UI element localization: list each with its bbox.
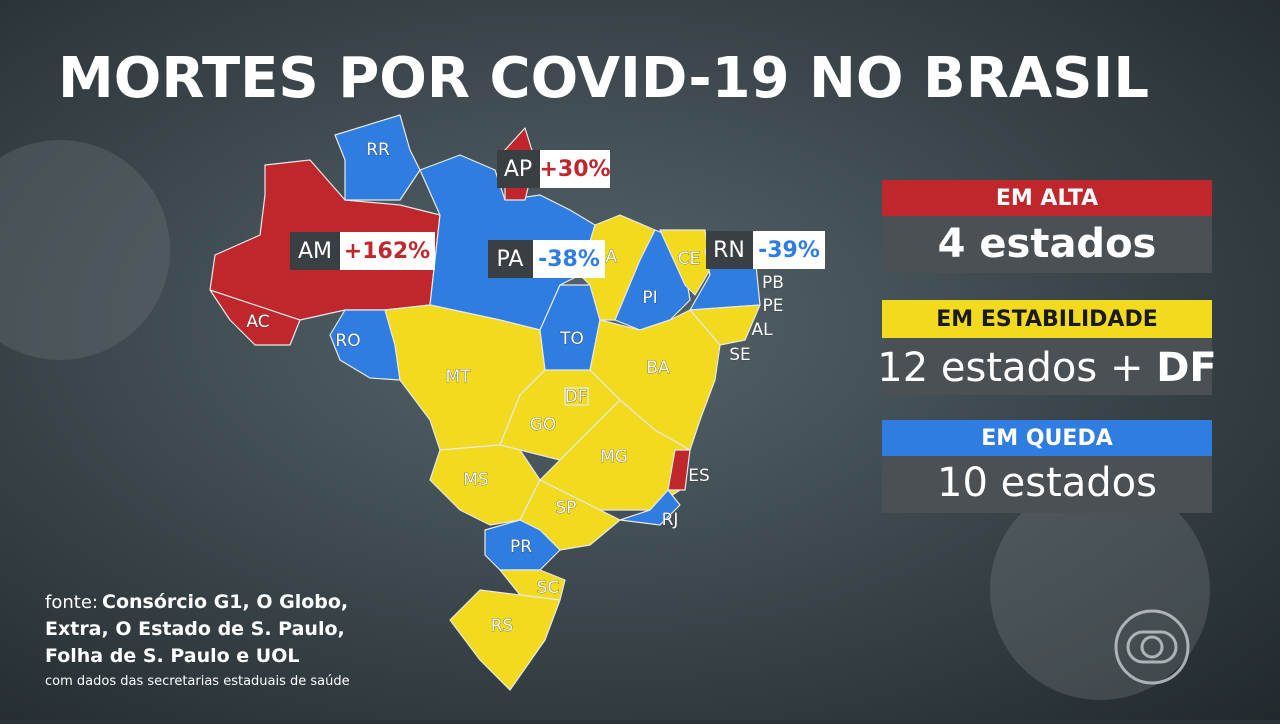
state-es: [667, 449, 691, 491]
state-ce: [659, 229, 711, 296]
legend-header: [882, 300, 1212, 338]
callout-state: AP: [504, 157, 532, 182]
legend-count-text: 10 estados: [937, 460, 1157, 506]
source-note: com dados das secretarias estaduais de s…: [45, 674, 350, 689]
state-label: MS: [463, 470, 488, 490]
legend-label: EM ALTA: [996, 186, 1098, 211]
state-label: TO: [559, 329, 584, 349]
state-rj: [619, 489, 681, 526]
legend-count: 10 estados: [937, 460, 1157, 506]
state-label: MG: [600, 447, 628, 467]
state-label: PE: [763, 296, 784, 316]
callout-change: -39%: [758, 238, 820, 263]
callouts: AM +162% AP +30% PA -38% RN -39%: [290, 150, 825, 278]
callout-state: AM: [298, 239, 332, 264]
state-label: PR: [510, 537, 532, 557]
callout-box: [488, 240, 533, 278]
virus-decoration: [0, 140, 170, 360]
broadcaster-logo: [1114, 609, 1190, 685]
state-label: SC: [537, 578, 560, 598]
virus-decoration: [990, 480, 1210, 700]
legend-count-extra: DF: [1156, 345, 1217, 391]
state-label: PI: [642, 288, 657, 308]
callout-box: [706, 231, 753, 269]
state-label: RR: [366, 140, 390, 160]
state-df: [564, 387, 589, 406]
state-label: CE: [678, 249, 701, 269]
callout-box: [340, 232, 435, 270]
callout-box: [753, 231, 825, 269]
state-label: AL: [751, 320, 773, 340]
callout-state: PA: [497, 247, 524, 272]
title: MORTES POR COVID-19 NO BRASIL: [58, 46, 1149, 111]
legend: EM ALTA 4 estados EM ESTABILIDADE 12 est…: [877, 180, 1217, 513]
legend-count: 12 estados + DF: [877, 345, 1216, 391]
legend-count-text: 12 estados +: [877, 345, 1143, 391]
state-rr: [334, 114, 421, 201]
legend-count: 4 estados: [938, 221, 1157, 267]
legend-count-box: [882, 216, 1212, 273]
state-label: GO: [530, 415, 557, 435]
state-label: BA: [646, 358, 670, 378]
callout-box: [497, 150, 540, 188]
state-label: RJ: [662, 510, 679, 530]
state-labels: RR AC RO MT TO MA PI CE PB PE AL SE BA D…: [246, 140, 784, 637]
source: fonte: Consórcio G1, O Globo, Extra, O E…: [45, 591, 350, 689]
legend-header: [882, 180, 1212, 216]
callout-change: -38%: [538, 247, 600, 272]
callout-change: +30%: [539, 157, 610, 182]
state-rs: [449, 589, 561, 691]
state-label: MT: [445, 367, 471, 387]
legend-count-box: [882, 338, 1212, 395]
state-label: RO: [335, 331, 360, 351]
callout-change: +162%: [344, 239, 430, 264]
state-pr: [484, 519, 561, 571]
state-label: RS: [491, 616, 514, 636]
state-label: DF: [565, 387, 588, 407]
state-ac: [209, 289, 301, 346]
legend-count-box: [882, 456, 1212, 513]
state-label: PB: [762, 273, 784, 293]
legend-label: EM QUEDA: [981, 426, 1112, 451]
legend-label: EM ESTABILIDADE: [936, 307, 1158, 332]
source-line: Consórcio G1, O Globo,: [102, 591, 348, 613]
legend-count-text: 4 estados: [938, 221, 1157, 267]
state-label: ES: [688, 466, 710, 486]
source-line: Extra, O Estado de S. Paulo,: [45, 618, 345, 640]
state-sc: [499, 569, 566, 601]
source-prefix: fonte:: [45, 592, 98, 613]
state-label: SE: [729, 345, 751, 365]
callout-box: [533, 240, 605, 278]
callout-box: [290, 232, 340, 270]
callout-state: RN: [713, 238, 745, 263]
callout-box: [540, 150, 610, 188]
state-label: AC: [246, 312, 269, 332]
legend-header: [882, 420, 1212, 456]
state-label: SP: [555, 498, 576, 518]
source-line: Folha de S. Paulo e UOL: [45, 645, 300, 667]
